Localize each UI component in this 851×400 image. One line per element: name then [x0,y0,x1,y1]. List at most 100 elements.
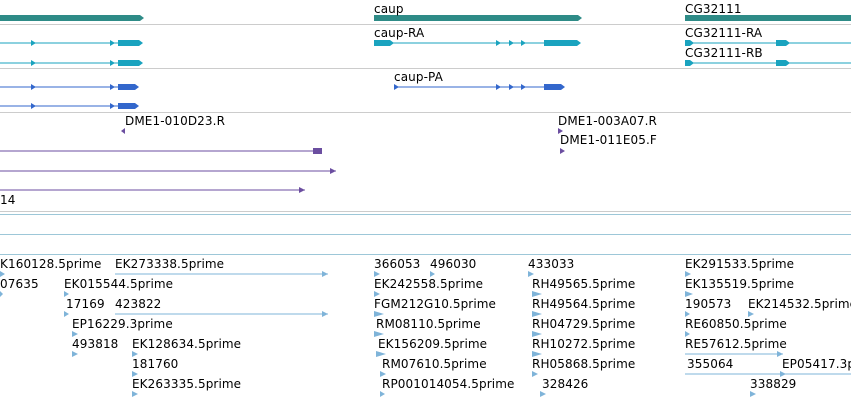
cdna-label[interactable]: RE60850.5prime [685,317,787,331]
exon-tip [139,60,143,66]
exon-block [776,60,786,66]
cdna-feature [532,371,538,377]
transcript [0,40,143,46]
exon-tip [577,40,581,46]
cdna-label[interactable]: 328426 [542,377,589,391]
cdna-feature [132,351,138,357]
cdna-label[interactable]: 190573 [685,297,732,311]
strand-arrow [509,40,514,46]
cdna-label[interactable]: 338829 [750,377,797,391]
cdna-label[interactable]: EK263335.5prime [132,377,242,391]
cdna-label[interactable]: EK242558.5prime [374,277,484,291]
gene-label-caup[interactable]: caup [374,2,404,16]
cdna-label[interactable]: RM07610.5prime [382,357,487,371]
cdna-feature [64,291,69,297]
transcript-caup-ra [374,40,581,46]
clone-label[interactable]: DME1-010D23.R [125,114,226,128]
protein [0,103,139,109]
exon-tip [139,40,143,46]
strand-arrow [496,40,501,46]
exon-tip [690,40,694,46]
transcript-label-caup-ra[interactable]: caup-RA [374,26,425,40]
cdna-feature [532,311,542,317]
clone-line [0,187,305,193]
cdna-label[interactable]: RH49565.5prime [532,277,636,291]
cdna-label[interactable]: FGM212G10.5prime [374,297,497,311]
strand-arrow [509,84,514,90]
cdna-feature [430,271,435,277]
cdna-label[interactable]: EP16229.3prime [72,317,173,331]
feature-arrowhead [322,311,328,317]
cdna-feature [380,371,386,377]
cdna-label[interactable]: EK214532.5prime [748,297,851,311]
exon-tip [690,60,694,66]
strand-arrow [31,60,36,66]
cdna-label[interactable]: RH49564.5prime [532,297,636,311]
strand-arrow [496,84,501,90]
strand-arrow [110,84,115,90]
cdna-feature [132,371,138,377]
clone-end [560,148,565,154]
cdna-label[interactable]: 07635 [0,277,39,291]
protein-label-caup-pa[interactable]: caup-PA [394,70,443,84]
gene-bar-caup-tip [578,15,582,21]
cdna-label[interactable]: EK156209.5prime [378,337,488,351]
cdna-label[interactable]: 433033 [528,257,575,271]
exon-block [685,60,690,66]
cdna-label[interactable]: 423822 [115,297,162,311]
cdna-label[interactable]: RP001014054.5prime [382,377,515,391]
cdna-feature [685,331,690,337]
transcript-label-cg32111-ra[interactable]: CG32111-RA [685,26,763,40]
clone-label[interactable]: DME1-011E05.F [560,133,657,147]
transcript-label-cg32111-rb[interactable]: CG32111-RB [685,46,763,60]
cdna-label[interactable]: EK135519.5prime [685,277,795,291]
clone-label[interactable]: 14 [0,193,16,207]
exon-block [776,40,786,46]
cdna-feature [750,391,756,397]
cdna-label[interactable]: EK291533.5prime [685,257,795,271]
cdna-feature [685,271,691,277]
cdna-label[interactable]: RE57612.5prime [685,337,787,351]
transcript [0,60,143,66]
cdna-feature [374,331,384,337]
cdna-feature [0,291,3,297]
feature-arrowhead [299,187,305,193]
cdna-feature [376,351,386,357]
cdna-label[interactable]: EP05417.3p [782,357,851,371]
cdna-label[interactable]: 496030 [430,257,477,271]
exon-block [685,40,690,46]
cdna-label[interactable]: 366053 [374,257,421,271]
cdna-label[interactable]: RH10272.5prime [532,337,636,351]
clone-end [121,128,125,134]
exon-block [374,40,390,46]
cdna-label[interactable]: EK273338.5prime [115,257,225,271]
cdna-feature [685,291,693,297]
cdna-label[interactable]: RM08110.5prime [376,317,481,331]
cdna-label[interactable]: EK128634.5prime [132,337,242,351]
cdna-label[interactable]: 493818 [72,337,119,351]
gene-bar-tip [140,15,144,21]
cdna-feature [132,391,138,397]
transcript-cg32111-rb [685,60,851,66]
strand-arrow [31,40,36,46]
cdna-feature [380,391,385,397]
clone-label[interactable]: DME1-003A07.R [558,114,657,128]
strand-arrow [521,40,526,46]
cdna-line [115,271,328,277]
cdna-feature [748,311,754,317]
cdna-label[interactable]: 181760 [132,357,179,371]
gene-label-cg32111[interactable]: CG32111 [685,2,742,16]
cdna-label[interactable]: EK015544.5prime [64,277,174,291]
protein [0,84,139,90]
strand-arrow [110,60,115,66]
cdna-label[interactable]: K160128.5prime [0,257,102,271]
cdna-label[interactable]: RH05868.5prime [532,357,636,371]
cdna-label[interactable]: RH04729.5prime [532,317,636,331]
cdna-feature [374,291,380,297]
cdna-feature [72,351,78,357]
cdna-label[interactable]: 355064 [687,357,734,371]
strand-arrow [110,40,115,46]
cdna-label[interactable]: 17169 [66,297,105,311]
exon-tip [135,84,139,90]
